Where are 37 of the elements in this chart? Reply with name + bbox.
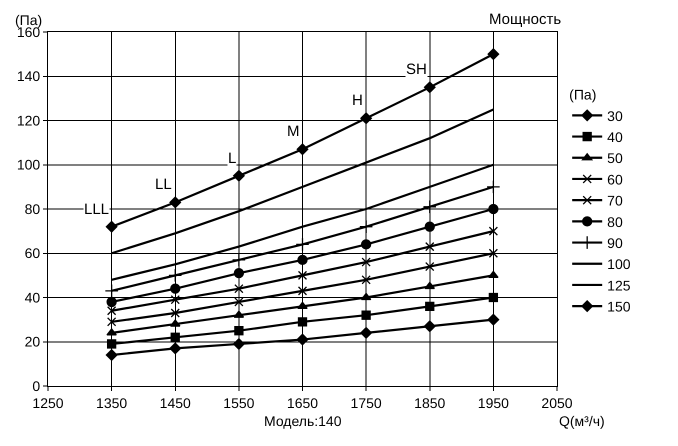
- legend-label: 125: [607, 277, 631, 294]
- y-tick-label: 0: [32, 378, 40, 394]
- y-tick-label: 40: [24, 289, 40, 306]
- legend-label: 70: [607, 192, 623, 209]
- y-tick-label: 140: [16, 68, 40, 84]
- annotation: SH: [406, 61, 427, 78]
- x-tick-label: 1750: [350, 394, 382, 411]
- x-tick-label: 1950: [478, 394, 510, 411]
- legend-label: 30: [607, 108, 623, 124]
- y-tick-label: 100: [16, 156, 40, 173]
- y-tick-label: 80: [24, 200, 40, 217]
- legend-label: 60: [607, 171, 623, 188]
- x-tick-label: 1550: [223, 394, 255, 411]
- x-tick-label: 1450: [160, 394, 192, 411]
- y-tick-label: 20: [24, 334, 40, 350]
- y-tick-label: 60: [24, 245, 40, 262]
- legend-label: 40: [607, 129, 623, 146]
- annotation: H: [352, 92, 363, 109]
- legend-label: 90: [607, 235, 623, 252]
- y-tick-label: 120: [16, 112, 40, 128]
- chart-title: Мощность: [489, 11, 562, 28]
- x-axis-title: Q(м³/ч): [559, 413, 605, 429]
- legend-label: 150: [607, 298, 631, 315]
- legend-label: 100: [607, 256, 631, 272]
- x-tick-label: 2050: [541, 394, 573, 411]
- legend-title: (Па): [569, 86, 596, 103]
- annotation: L: [228, 150, 236, 167]
- legend-label: 80: [607, 214, 623, 230]
- annotation: M: [287, 123, 300, 140]
- legend-label: 50: [607, 150, 623, 166]
- annotation: LLL: [84, 201, 110, 218]
- x-tick-label: 1350: [96, 394, 128, 411]
- x-tick-label: 1850: [414, 394, 446, 411]
- x-tick-label: 1650: [286, 394, 318, 411]
- x-tick-label: 1250: [32, 394, 64, 411]
- text: Модель:140: [264, 413, 342, 429]
- annotation: LL: [155, 176, 172, 193]
